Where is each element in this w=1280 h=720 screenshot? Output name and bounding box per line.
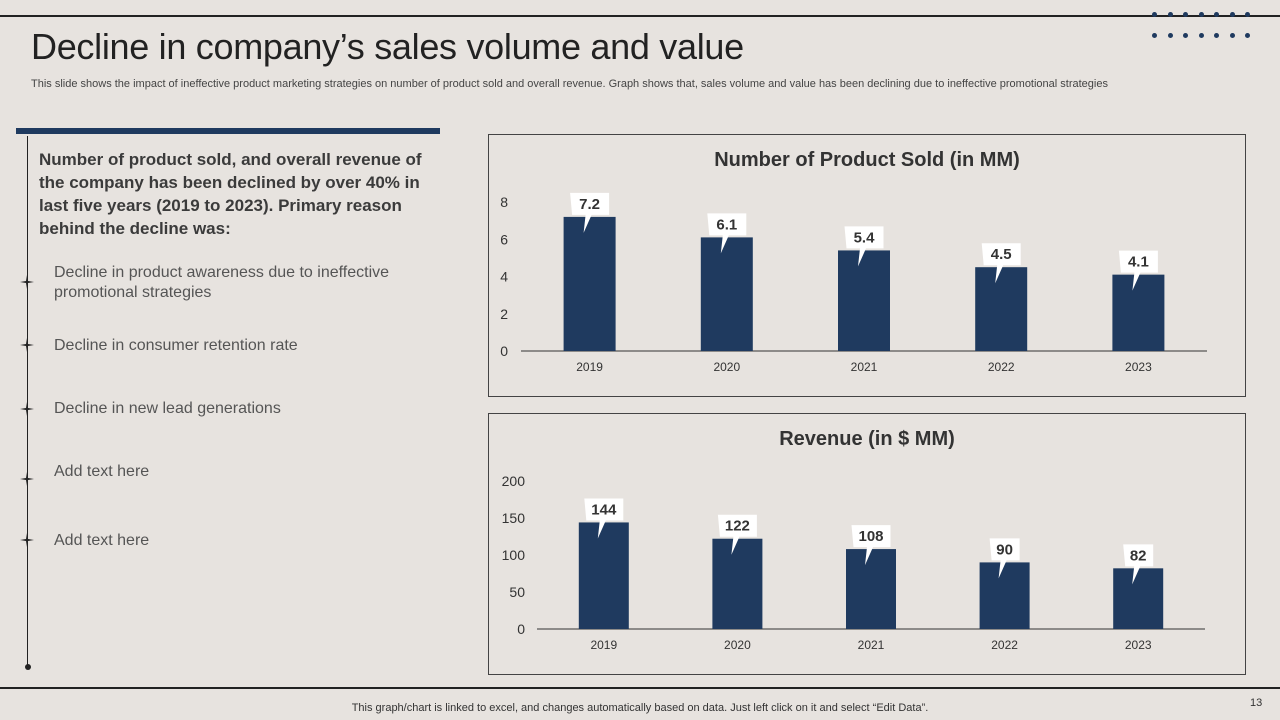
y-tick-label: 0 <box>517 621 525 637</box>
decor-dot <box>1245 12 1250 17</box>
sparkle-icon <box>20 275 34 289</box>
bar-2022 <box>975 267 1028 351</box>
bar-2020 <box>700 237 753 351</box>
value-callout <box>570 192 610 233</box>
decor-dot <box>1183 12 1188 17</box>
x-tick-label: 2021 <box>851 360 878 374</box>
decor-dot <box>1152 33 1157 38</box>
x-tick-label: 2023 <box>1125 638 1152 652</box>
decor-dot <box>1167 33 1173 38</box>
bullet-item-1: Decline in product awareness due to inef… <box>54 264 390 301</box>
top-rule <box>0 15 1280 17</box>
data-label: 82 <box>1130 547 1147 564</box>
value-callout <box>844 226 884 267</box>
data-label: 4.1 <box>1128 254 1149 271</box>
decor-dot <box>1198 33 1204 38</box>
decor-dot <box>1214 33 1219 38</box>
y-tick-label: 200 <box>502 473 526 489</box>
value-callout <box>989 538 1020 579</box>
x-tick-label: 2023 <box>1125 360 1152 374</box>
x-tick-label: 2020 <box>724 638 751 652</box>
timeline-end-dot <box>25 664 31 670</box>
y-tick-label: 4 <box>500 269 508 285</box>
sparkle-icon <box>20 472 34 486</box>
x-tick-label: 2021 <box>858 638 885 652</box>
bullet-item-2: Decline in consumer retention rate <box>54 337 298 354</box>
left-accent-bar <box>16 128 440 134</box>
data-label: 144 <box>591 501 617 518</box>
y-tick-label: 6 <box>500 231 508 247</box>
y-tick-label: 2 <box>500 306 508 322</box>
decorative-dots <box>1152 9 1252 41</box>
products-sold-chart-panel: Number of Product Sold (in MM) 0 2 4 6 8 2019… <box>488 134 1246 397</box>
footer-note: This graph/chart is linked to excel, and… <box>351 702 929 714</box>
bar-2021 <box>838 250 890 351</box>
y-tick-label: 150 <box>502 510 526 526</box>
decor-dot <box>1214 12 1219 17</box>
decor-dot <box>1198 12 1204 17</box>
page-number: 13 <box>1250 697 1263 709</box>
bar-2020 <box>712 538 763 629</box>
value-callout <box>851 525 891 566</box>
data-label: 7.2 <box>579 196 600 213</box>
page-title: Decline in company’s sales volume and va… <box>31 26 744 67</box>
data-label: 6.1 <box>716 216 737 233</box>
products-sold-chart: 0 2 4 6 8 2019 7.2 2020 6.1 2021 5.4 2022 4.5 2023 4.1 <box>500 192 1207 374</box>
chart-title: Revenue (in $ MM) <box>779 428 955 450</box>
x-tick-label: 2019 <box>576 360 603 374</box>
revenue-chart: 0 50 100 150 200 2019 144 2020 122 2021 108 2022 90 2… <box>502 473 1205 652</box>
revenue-chart-panel: Revenue (in $ MM) 0 50 100 150 200 2019 144 202… <box>488 413 1246 675</box>
bar-2022 <box>979 562 1030 629</box>
bullet-item-3: Decline in new lead generations <box>54 400 281 417</box>
value-callout <box>707 213 747 254</box>
intro-text: Number of product sold, and overall reve… <box>39 150 422 238</box>
data-label: 4.5 <box>991 246 1012 263</box>
bar-2019 <box>563 216 616 351</box>
page-subtitle: This slide shows the impact of ineffecti… <box>31 78 1108 90</box>
bar-2021 <box>846 549 896 629</box>
y-tick-label: 8 <box>500 194 508 210</box>
sparkle-icon <box>20 533 34 547</box>
x-tick-label: 2022 <box>991 638 1018 652</box>
value-callout <box>981 243 1021 284</box>
decor-dot <box>1167 12 1173 17</box>
value-callout <box>717 514 757 555</box>
bar-2019 <box>578 522 629 629</box>
value-callout <box>584 498 624 539</box>
bottom-rule <box>0 687 1280 689</box>
bar-2023 <box>1113 568 1164 629</box>
decor-dot <box>1152 12 1157 17</box>
sparkle-icon <box>20 338 34 352</box>
decor-dot <box>1183 33 1188 38</box>
bullet-item-4: Add text here <box>54 463 150 480</box>
x-tick-label: 2019 <box>590 638 617 652</box>
data-label: 122 <box>725 518 750 535</box>
data-label: 108 <box>858 528 883 545</box>
y-tick-label: 50 <box>509 584 525 600</box>
chart-title: Number of Product Sold (in MM) <box>714 149 1020 171</box>
bullet-item-5: Add text here <box>54 532 150 549</box>
data-label: 5.4 <box>854 229 876 246</box>
data-label: 90 <box>996 541 1013 558</box>
decor-dot <box>1245 33 1250 38</box>
bar-2023 <box>1112 274 1165 351</box>
timeline-line <box>27 136 28 666</box>
decor-dot <box>1229 33 1235 38</box>
value-callout <box>1118 250 1158 291</box>
decor-dot <box>1229 12 1235 17</box>
x-tick-label: 2020 <box>713 360 740 374</box>
sparkle-icon <box>20 402 34 416</box>
value-callout <box>1123 544 1154 585</box>
y-tick-label: 0 <box>500 343 508 359</box>
y-tick-label: 100 <box>502 547 526 563</box>
x-tick-label: 2022 <box>988 360 1015 374</box>
